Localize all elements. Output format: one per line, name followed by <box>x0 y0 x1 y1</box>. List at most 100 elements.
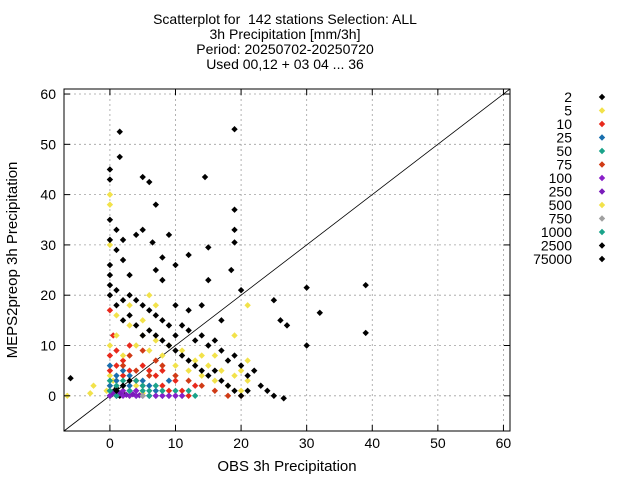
data-point <box>191 357 199 364</box>
data-point <box>132 342 140 349</box>
data-point <box>132 297 140 304</box>
legend-label: 5 <box>564 103 572 119</box>
legend-marker <box>598 134 606 141</box>
data-point <box>132 322 140 329</box>
data-point <box>185 392 192 399</box>
data-point <box>119 256 127 264</box>
data-point <box>172 347 179 354</box>
data-point <box>90 382 97 389</box>
data-point <box>231 372 238 379</box>
data-point <box>211 352 219 359</box>
data-point <box>244 377 251 384</box>
y-tick-label: 40 <box>40 187 56 203</box>
data-point <box>139 377 146 384</box>
y-axis-label: MEPS2preop 3h Precipitation <box>4 162 21 359</box>
data-point <box>123 391 130 398</box>
data-point <box>231 352 238 359</box>
data-point <box>119 382 127 389</box>
axis-ticks: 0 10 20 30 40 50 60 0 10 20 30 40 50 60 <box>40 86 511 451</box>
legend-label: 2 <box>564 89 572 105</box>
data-point <box>126 312 133 319</box>
data-point <box>152 312 160 319</box>
data-point <box>159 254 166 261</box>
data-point <box>119 372 127 379</box>
data-point <box>139 226 146 234</box>
y-tick-label: 30 <box>40 237 56 253</box>
data-point <box>205 244 212 251</box>
data-point <box>126 382 133 389</box>
data-point <box>146 178 153 186</box>
data-point <box>139 382 146 389</box>
data-point <box>224 357 232 364</box>
x-tick-label: 0 <box>106 435 114 451</box>
data-point <box>109 377 117 384</box>
x-tick-label: 30 <box>299 435 315 451</box>
legend-label: 750 <box>549 211 573 227</box>
data-point <box>67 374 74 382</box>
data-point <box>106 387 114 394</box>
data-point <box>224 382 232 389</box>
x-tick-label: 40 <box>364 435 380 451</box>
data-point <box>218 317 225 324</box>
data-point <box>205 362 212 369</box>
data-point <box>106 367 114 374</box>
data-point <box>126 372 133 379</box>
data-point <box>198 332 205 339</box>
data-point <box>113 362 120 369</box>
x-tick-label: 20 <box>233 435 249 451</box>
data-point <box>113 332 120 339</box>
data-point <box>152 201 160 208</box>
legend-marker <box>598 147 606 155</box>
data-point <box>152 337 160 344</box>
data-point <box>159 382 166 389</box>
data-point <box>106 307 114 314</box>
data-point <box>218 347 225 354</box>
data-point <box>152 372 160 379</box>
data-point <box>201 173 209 181</box>
y-tick-label: 10 <box>40 338 56 354</box>
data-point <box>198 382 205 389</box>
data-point <box>106 166 114 173</box>
data-point <box>139 392 146 399</box>
legend-label: 25 <box>556 130 572 146</box>
data-point <box>113 382 120 389</box>
data-point <box>113 246 120 254</box>
data-point <box>132 387 140 394</box>
data-point <box>159 387 166 394</box>
data-point <box>119 377 127 384</box>
data-points <box>64 126 369 402</box>
data-point <box>165 392 173 399</box>
data-point <box>87 390 94 397</box>
data-point <box>139 332 146 339</box>
y-tick-label: 20 <box>40 287 56 303</box>
data-point <box>231 332 238 339</box>
data-point <box>237 387 245 394</box>
x-tick-label: 10 <box>168 435 184 451</box>
data-point <box>126 387 133 394</box>
data-point <box>126 322 133 329</box>
data-point <box>237 362 245 369</box>
data-point <box>106 281 114 289</box>
data-point <box>119 236 127 244</box>
data-point <box>185 357 192 364</box>
data-point <box>237 367 245 374</box>
data-point <box>191 382 199 389</box>
data-point <box>113 372 120 379</box>
data-point <box>303 342 310 349</box>
data-point <box>113 347 120 354</box>
legend-marker <box>598 255 606 263</box>
data-point <box>231 226 238 234</box>
data-point <box>113 392 120 399</box>
legend-marker <box>598 201 606 209</box>
data-point <box>185 327 192 334</box>
legend-label: 500 <box>549 197 573 213</box>
data-point <box>139 362 146 369</box>
data-point <box>172 362 179 369</box>
data-point <box>106 201 114 208</box>
data-point <box>106 241 114 249</box>
data-point <box>152 392 160 399</box>
data-point <box>172 387 179 394</box>
data-point <box>270 392 278 399</box>
data-point <box>146 382 153 389</box>
data-point <box>146 367 153 374</box>
